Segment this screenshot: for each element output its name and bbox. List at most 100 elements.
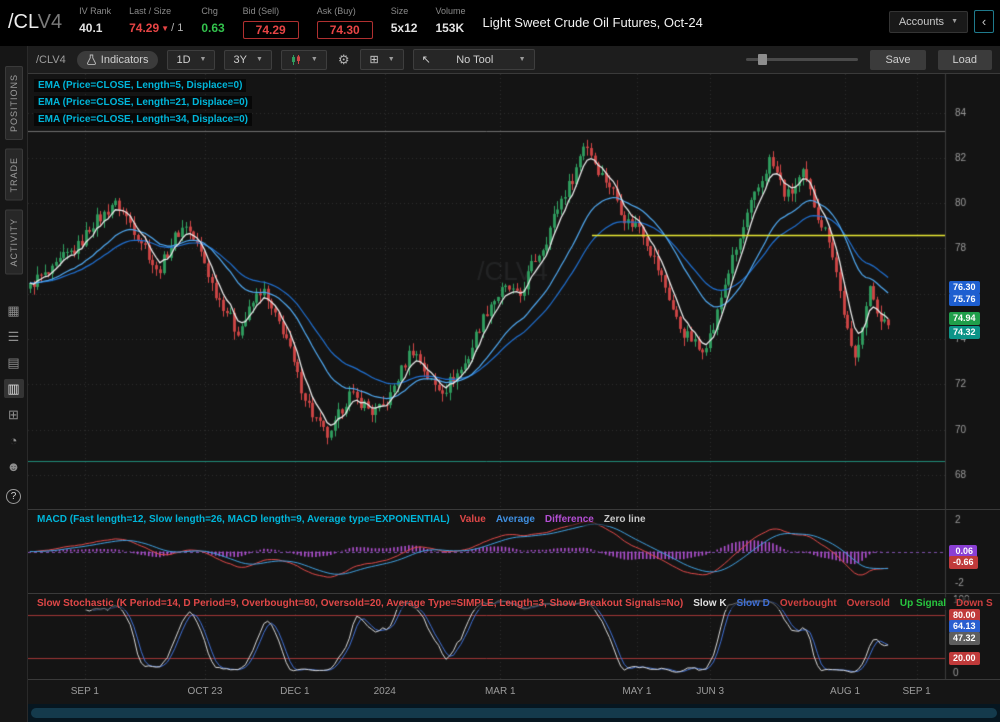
chart-scrollbar[interactable] [28,704,1000,722]
sidebar-tab-activity[interactable]: ACTIVITY [4,209,23,275]
save-button[interactable]: Save [870,49,926,70]
flask-icon [86,54,96,65]
left-sidebar: POSITIONS TRADE ACTIVITY ▦ ☰ ▤ ▥ ⊞ ◔ ☻? [0,46,28,722]
macd-panel[interactable]: MACD (Fast length=12, Slow length=26, MA… [28,510,1000,594]
zoom-slider-handle[interactable] [758,54,768,65]
time-axis-label: MAY 1 [622,686,652,697]
clock-icon[interactable]: ◔ [9,433,18,449]
bid-button[interactable]: 74.29 [242,21,299,39]
last-price: 74.29 [129,21,160,35]
last-size-label: Last / Size [129,6,172,16]
chevron-down-icon: ▼ [387,56,395,63]
price-panel[interactable]: EMA (Price=CLOSE, Length=5, Displace=0) … [28,74,1000,510]
chg-value: 0.63 [201,21,225,35]
scrollbar-handle[interactable] [31,708,997,718]
volume-label: Volume [435,6,466,16]
main-body: POSITIONS TRADE ACTIVITY ▦ ☰ ▤ ▥ ⊞ ◔ ☻? /CLV4 … [0,46,1000,722]
macd-canvas[interactable] [28,510,1000,593]
iv-rank-value: 40.1 [79,21,103,35]
price-chart-canvas[interactable] [28,74,1000,509]
time-axis-label: DEC 1 [280,686,310,697]
ask-button[interactable]: 74.30 [316,21,373,39]
volume-value: 153K [435,21,465,35]
price-axis-badge: 76.30 [949,281,980,294]
indicators-label: Indicators [100,53,149,66]
monitor-icon[interactable]: ▤ [7,354,20,370]
time-axis-label: AUG 1 [830,686,861,697]
range-value: 3Y [233,53,247,66]
time-axis[interactable]: SEP 1 OCT 23 DEC 1 2024 MAR 1 MAY 1 JUN 3 AUG 1… [28,680,1000,704]
chevron-down-icon: ▼ [255,56,263,63]
drawing-tool-value: No Tool [456,53,494,66]
contract-title: Light Sweet Crude Oil Futures, Oct-24 [482,15,703,30]
chevron-down-icon: ▼ [951,18,958,25]
bid-label: Bid (Sell) [242,6,280,16]
sidebar-tab-positions[interactable]: POSITIONS [4,66,23,141]
collapse-panel-button[interactable]: ‹ [974,10,994,33]
time-axis-label: SEP 1 [70,686,99,697]
timeframe-value: 1D [176,53,191,66]
sidebar-icon-rail: ▦ ☰ ▤ ▥ ⊞ ◔ ☻? [3,301,24,505]
drawing-tool-dropdown[interactable]: ↖ No Tool ▼ [412,49,535,70]
header-right-controls: Accounts ▼ ‹ [888,2,994,33]
stochastic-canvas[interactable] [28,594,1000,679]
stochastic-panel[interactable]: Slow Stochastic (K Period=14, D Period=9… [28,594,1000,680]
chart-style-dropdown[interactable]: ▼ [280,49,327,70]
field-ask: Ask (Buy) 74.30 [308,2,382,39]
symbol-title: /CLV4 [2,2,70,34]
stochastic-axis-badge: 47.32 [949,632,980,645]
stochastic-axis-badge: 20.00 [949,652,980,665]
chart-toolbar: /CLV4 Indicators 1D ▼ 3Y ▼ [28,46,1000,74]
grid-layout-dropdown[interactable]: ⊞ ▼ [360,49,404,70]
chg-label: Chg [201,6,218,16]
calculator-icon[interactable]: ▦ [7,302,20,318]
candlestick-icon [291,54,300,65]
field-last-size: Last / Size 74.29 ▼ / 1 [120,2,192,35]
quote-header: /CLV4 IV Rank 40.1 Last / Size 74.29 ▼ /… [0,0,1000,46]
chart-content: /CLV4 Indicators 1D ▼ 3Y ▼ [28,46,1000,722]
price-axis-badge: 75.76 [949,293,980,306]
field-bid: Bid (Sell) 74.29 [234,2,308,39]
grid-layout-icon: ⊞ [369,54,379,66]
field-size: Size 5x12 [382,2,427,35]
grid-icon[interactable]: ⊞ [8,406,19,422]
cursor-icon: ↖ [421,54,431,66]
range-dropdown[interactable]: 3Y ▼ [224,49,272,70]
chevron-down-icon: ▼ [199,56,207,63]
field-volume: Volume 153K [426,2,474,35]
price-down-arrow-icon: ▼ [161,23,170,33]
time-axis-label: MAR 1 [484,686,516,697]
time-axis-label: SEP 1 [902,686,931,697]
stochastic-axis-badge: 80.00 [949,609,980,622]
macd-axis-badge: -0.66 [949,556,978,569]
symbol-root: /CL [8,11,38,33]
time-axis-label: JUN 3 [696,686,725,697]
timeframe-dropdown[interactable]: 1D ▼ [167,49,216,70]
users-icon[interactable]: ☻ [6,459,21,475]
load-button[interactable]: Load [937,49,992,70]
size-label: Size [390,6,409,16]
time-axis-label: 2024 [373,686,396,697]
last-price-value: 74.29 ▼ / 1 [129,21,183,35]
stochastic-axis-badge: 64.13 [949,620,980,633]
toolbar-right: Save Load [746,49,992,70]
price-axis-badge: 74.94 [949,312,980,325]
accounts-dropdown[interactable]: Accounts ▼ [888,10,968,33]
gear-icon[interactable]: ⚙ [337,51,350,67]
help-icon[interactable]: ? [6,489,21,505]
last-size: / 1 [171,22,184,34]
field-iv-rank: IV Rank 40.1 [70,2,120,35]
sidebar-tab-trade[interactable]: TRADE [4,149,23,201]
chart-icon[interactable]: ▥ [3,379,24,399]
indicators-button[interactable]: Indicators [76,50,159,69]
zoom-slider[interactable] [746,54,859,65]
price-axis-badge: 74.32 [949,326,980,339]
chevron-down-icon: ▼ [518,56,526,63]
list-icon[interactable]: ☰ [7,328,20,344]
chart-stack: EMA (Price=CLOSE, Length=5, Displace=0) … [28,74,1000,722]
accounts-label: Accounts [898,15,945,28]
iv-rank-label: IV Rank [79,6,112,16]
chevron-down-icon: ▼ [310,56,318,63]
symbol-suffix: V4 [37,11,63,33]
